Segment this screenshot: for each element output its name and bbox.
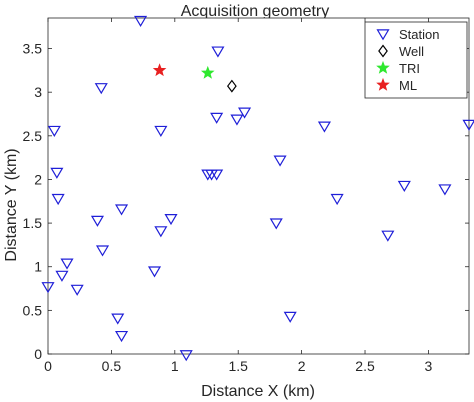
station-point [269,218,283,230]
x-tick-label: 2.5 [355,358,375,374]
x-axis-label: Distance X (km) [201,383,315,400]
station-point [94,83,108,95]
station-point [164,214,178,226]
tri-point [200,65,215,79]
y-tick-label: 1 [34,259,42,275]
legend-marker-well [378,44,388,58]
station-point [90,215,105,227]
station-point [55,270,69,282]
station-point [111,313,125,325]
station-point [134,15,148,28]
station-point [50,167,64,179]
station-point [60,258,74,270]
x-axis: 0 0.5 1 1.5 2 2.5 3 [44,18,433,374]
x-tick-label: 0.5 [102,358,122,374]
legend-label-station: Station [399,27,439,42]
x-tick-label: 2 [298,358,306,374]
y-tick-label: 1.5 [23,215,43,231]
station-point [210,112,224,124]
y-axis: 0 0.5 1 1.5 2 2.5 3 3.5 [23,41,469,362]
legend-marker-station [376,29,390,41]
station-point [381,230,395,242]
chart-title: Acquisition geometry [181,3,330,20]
station-point [462,119,474,131]
station-point [154,226,168,238]
ml-point [152,63,167,77]
station-point [114,204,129,216]
station-point [238,107,252,119]
station-point [438,184,452,196]
station-point [179,350,193,362]
station-point [330,193,344,206]
legend-label-ml: ML [399,78,417,93]
station-point [211,46,225,58]
x-tick-label: 1 [171,358,179,374]
station-point [210,169,224,181]
station-point [147,266,162,278]
station-point [114,330,129,343]
station-point [95,245,110,257]
station-point [397,180,411,192]
y-tick-label: 3 [34,84,42,100]
y-tick-label: 0.5 [23,302,43,318]
y-tick-label: 0 [34,346,42,362]
station-point [154,125,168,137]
legend: Station Well TRI ML [364,21,468,99]
legend-marker-tri [376,60,390,74]
x-tick-label: 0 [44,358,52,374]
legend-label-tri: TRI [399,61,420,76]
y-axis-label: Distance Y (km) [3,148,20,261]
station-point [70,284,84,296]
station-point [51,193,65,206]
y-tick-label: 3.5 [23,41,43,57]
x-tick-label: 3 [425,358,433,374]
station-point [273,155,287,167]
station-point [41,282,55,294]
station-point [317,121,331,133]
station-point [47,125,61,137]
y-tick-label: 2.5 [23,128,43,144]
x-tick-label: 1.5 [228,358,248,374]
data-points [41,15,474,362]
legend-label-well: Well [399,44,424,59]
station-point [283,311,297,323]
well-point [226,79,237,93]
station-point [230,114,244,126]
legend-marker-ml [376,77,390,91]
y-tick-label: 2 [34,171,42,187]
